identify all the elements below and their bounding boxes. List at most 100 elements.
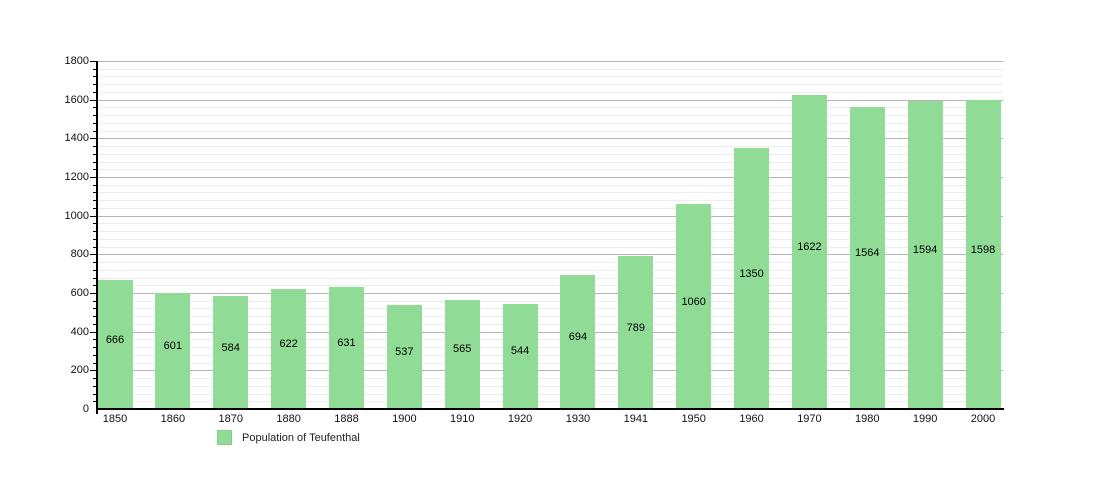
gridline-minor (97, 91, 1003, 93)
y-tick-label: 1400 (64, 132, 89, 145)
y-tick (93, 122, 97, 124)
gridline-minor (97, 200, 1003, 202)
gridline-minor (97, 323, 1003, 325)
bar-value-label: 666 (105, 333, 125, 346)
bar (444, 299, 480, 409)
gridline-minor (97, 378, 1003, 380)
y-tick (93, 169, 97, 171)
y-tick (93, 200, 97, 202)
y-tick (93, 347, 97, 349)
gridline-minor (97, 231, 1003, 233)
y-tick (93, 262, 97, 264)
gridline-minor (97, 207, 1003, 209)
legend: Population of Teufenthal (217, 430, 360, 445)
bar (271, 288, 307, 409)
x-tick-label: 1850 (102, 413, 128, 425)
legend-label: Population of Teufenthal (242, 431, 360, 444)
y-tick (93, 76, 97, 78)
gridline-minor (97, 262, 1003, 264)
x-tick-label: 1888 (334, 413, 359, 425)
bar (618, 256, 654, 409)
gridline-minor (97, 385, 1003, 387)
y-tick-label: 400 (70, 325, 89, 338)
y-tick (90, 293, 97, 294)
y-tick (93, 161, 97, 163)
y-tick (93, 323, 97, 325)
bar (213, 296, 249, 409)
plot-area: 0 200 400 600 800 1000 1200 1400 1600 1800 666 1850… (65, 55, 1003, 425)
y-tick-label: 1000 (64, 209, 89, 222)
y-tick-label: 600 (70, 287, 89, 299)
y-tick (93, 231, 97, 233)
gridline-minor (97, 285, 1003, 287)
gridline-major (97, 215, 1003, 217)
bar (328, 287, 364, 409)
y-tick (90, 370, 97, 372)
gridline-minor (97, 347, 1003, 349)
y-tick (93, 362, 97, 364)
y-tick (93, 130, 97, 132)
bar-value-label: 584 (221, 341, 240, 354)
y-tick (90, 215, 97, 217)
gridline-major (97, 254, 1003, 256)
y-tick (93, 277, 97, 279)
y-tick (93, 91, 97, 93)
x-tick-label: 1970 (797, 413, 822, 425)
y-tick (90, 138, 97, 140)
gridline-minor (97, 192, 1003, 194)
y-tick (93, 84, 97, 86)
bar-value-label: 537 (395, 346, 414, 359)
x-tick-label: 1900 (392, 413, 417, 425)
gridline-major (97, 138, 1003, 140)
x-tick-label: 1980 (855, 413, 880, 425)
y-tick (90, 254, 97, 256)
x-tick-label: 1920 (507, 413, 533, 425)
gridline-minor (97, 277, 1003, 279)
bar-value-label: 1350 (739, 267, 764, 280)
gridline-major (97, 293, 1003, 294)
y-tick (93, 107, 97, 109)
gridline-minor (97, 115, 1003, 117)
y-tick (93, 184, 97, 186)
y-tick (93, 68, 97, 70)
y-tick (93, 393, 97, 395)
gridline-major (97, 61, 1003, 62)
gridline-minor (97, 184, 1003, 186)
gridline-major (97, 177, 1003, 178)
y-tick (90, 331, 97, 333)
y-tick (93, 146, 97, 148)
gridline-major (97, 370, 1003, 372)
gridline-minor (97, 223, 1003, 225)
bar-value-label: 694 (568, 330, 588, 343)
y-axis-line (96, 61, 98, 414)
gridline-minor (97, 362, 1003, 364)
bar-value-label: 631 (337, 337, 356, 349)
x-tick-label: 1870 (218, 413, 243, 425)
gridline-minor (97, 316, 1003, 318)
gridline-major (97, 331, 1003, 333)
y-tick-label: 0 (82, 403, 89, 415)
y-tick (93, 115, 97, 117)
bar (155, 292, 191, 409)
y-tick (93, 223, 97, 225)
bar (734, 148, 770, 409)
bar-value-label: 1060 (681, 295, 706, 308)
bar (560, 274, 596, 409)
y-tick (93, 192, 97, 194)
y-tick-label: 800 (70, 248, 89, 261)
gridline-minor (97, 76, 1003, 78)
y-tick (93, 300, 97, 302)
y-tick (90, 61, 97, 62)
bar-value-label: 565 (453, 343, 472, 356)
gridline-minor (97, 130, 1003, 132)
gridline-minor (97, 354, 1003, 356)
gridline-minor (97, 269, 1003, 271)
y-tick-label: 1800 (64, 55, 89, 67)
y-tick (90, 99, 97, 101)
y-tick (93, 238, 97, 240)
gridline-minor (97, 339, 1003, 341)
gridline-minor (97, 401, 1003, 403)
bar (502, 303, 538, 409)
y-tick (93, 153, 97, 155)
gridline-minor (97, 393, 1003, 395)
